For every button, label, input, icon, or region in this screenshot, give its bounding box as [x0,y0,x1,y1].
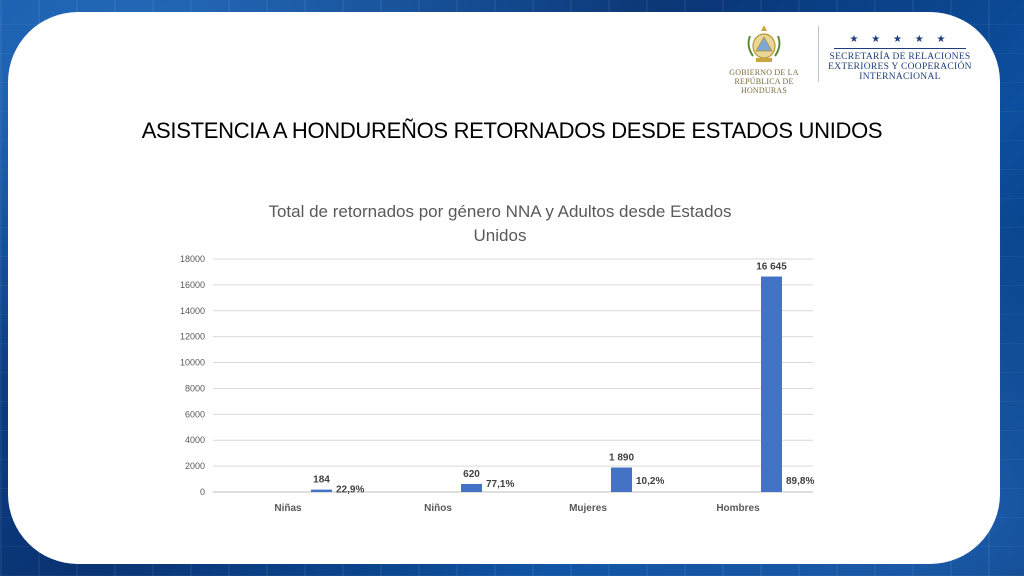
data-label: 1 890 [609,453,634,464]
y-tick-label: 16000 [180,280,205,290]
secretaria-text-2: EXTERIORES Y COOPERACIÓN [828,62,972,72]
percent-label: 10,2% [636,476,664,487]
y-tick-label: 10000 [180,358,205,368]
x-tick-label: Hombres [716,503,760,514]
data-label: 16 645 [756,262,787,273]
x-tick-label: Niñas [274,503,302,514]
secretaria-text-3: INTERNACIONAL [859,72,941,82]
bar [461,483,482,492]
honduras-seal-icon [747,25,781,62]
stars-icon: ★ ★ ★ ★ ★ [849,34,951,45]
secretaria-text-1: SECRETARÍA DE RELACIONES [829,52,971,62]
x-tick-label: Niños [424,503,452,514]
y-tick-label: 18000 [180,254,205,264]
gobierno-text-2: REPÚBLICA DE HONDURAS [734,77,794,95]
y-tick-label: 2000 [185,461,205,471]
percent-label: 77,1% [486,479,514,490]
y-tick-label: 12000 [180,332,205,342]
bar [311,489,332,492]
data-label: 184 [313,475,330,486]
content-card [8,12,1000,564]
secretaria-rule [834,48,966,49]
y-tick-label: 14000 [180,306,205,316]
y-tick-label: 6000 [185,409,205,419]
gobierno-text-1: GOBIERNO DE LA [729,68,799,77]
slide-title: ASISTENCIA A HONDUREÑOS RETORNADOS DESDE… [141,118,883,143]
bar [611,467,632,492]
chart-title: Total de retornados por género NNA y Adu… [268,202,732,245]
data-label: 620 [463,469,480,480]
percent-label: 89,8% [786,476,814,487]
y-tick-label: 8000 [185,383,205,393]
logo-divider [818,26,819,82]
percent-label: 22,9% [336,485,364,496]
x-tick-label: Mujeres [569,503,607,514]
secretaria-logo: ★ ★ ★ ★ ★ SECRETARÍA DE RELACIONES EXTER… [826,34,974,82]
y-tick-label: 4000 [185,435,205,445]
bar [761,276,782,492]
y-tick-label: 0 [200,487,205,497]
gobierno-honduras-logo: GOBIERNO DE LA REPÚBLICA DE HONDURAS [716,22,812,95]
